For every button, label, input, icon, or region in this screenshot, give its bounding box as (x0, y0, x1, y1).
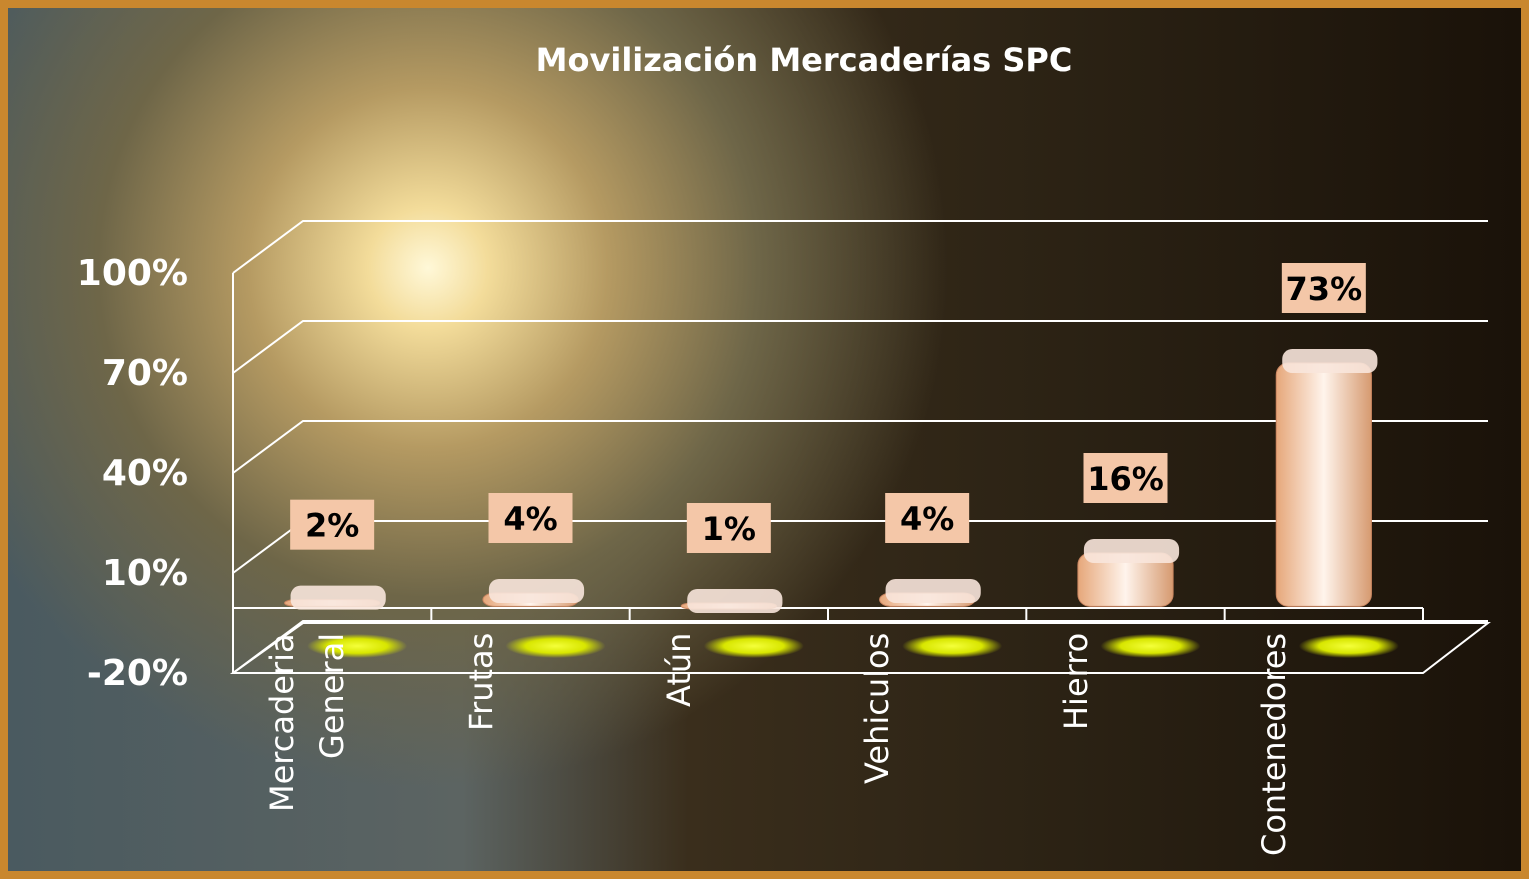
y-tick-label: 100% (77, 253, 188, 294)
bar (1275, 362, 1372, 607)
bar-top (1083, 539, 1180, 563)
y-tick-label: 70% (102, 353, 188, 394)
value-label-box (488, 493, 573, 543)
floor (229, 622, 1491, 674)
floor-glow (1100, 634, 1201, 658)
value-label: 1% (702, 510, 756, 548)
value-label: 16% (1087, 460, 1164, 498)
grid-line (232, 620, 1488, 674)
grid-line (232, 420, 1488, 474)
bar-top (687, 589, 783, 613)
x-tick-label: Mercaderia General (263, 633, 352, 812)
value-label-box (686, 503, 771, 553)
floor-glow (505, 634, 606, 658)
floor-glow (703, 634, 804, 658)
floor-glow (1298, 634, 1399, 658)
value-label-box (1281, 263, 1366, 313)
chart-title: Movilización Mercaderías SPC (536, 41, 1073, 79)
value-label: 4% (503, 500, 557, 538)
value-label: 73% (1286, 270, 1363, 308)
floor-glow (307, 634, 408, 658)
value-label-box (885, 493, 970, 543)
value-label-box (290, 499, 375, 550)
bar-top (488, 579, 585, 603)
x-tick-label: Contenedores (1254, 633, 1293, 857)
x-tick-label: Atún (659, 633, 698, 708)
x-tick-label: Hierro (1056, 633, 1095, 731)
grid-line (232, 320, 1488, 374)
x-tick-label: Frutas (461, 633, 500, 732)
chart: Movilización Mercaderías SPC -20% 10% 40% 7… (77, 41, 1491, 694)
y-tick-label: 10% (102, 553, 188, 594)
value-label: 2% (305, 507, 359, 545)
x-tick-label: Vehiculos (858, 633, 897, 785)
bar-top (1282, 349, 1378, 373)
value-label-box (1083, 453, 1168, 503)
bar-top (885, 579, 981, 603)
y-tick-label: -20% (87, 653, 188, 694)
bar-top (290, 585, 386, 610)
value-label: 4% (900, 500, 954, 538)
grid-line (232, 220, 1488, 274)
y-tick-label: 40% (102, 453, 188, 494)
floor-glow (902, 634, 1003, 658)
